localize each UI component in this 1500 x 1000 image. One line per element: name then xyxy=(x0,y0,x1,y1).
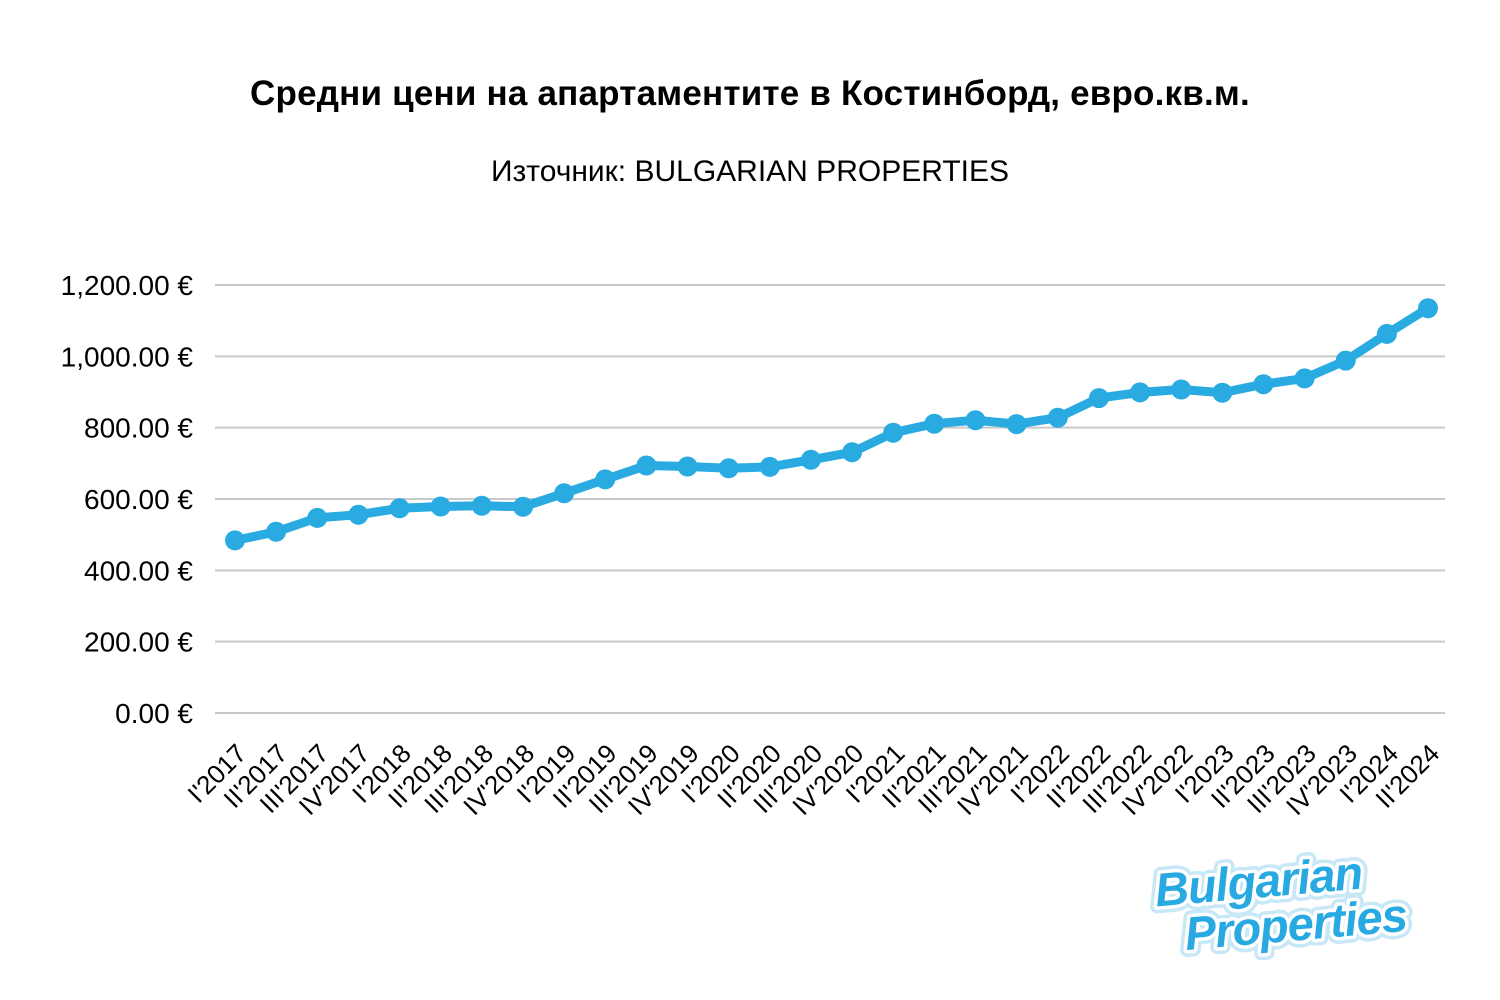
data-point-III'2019 xyxy=(636,455,657,476)
data-point-I'2020 xyxy=(718,458,739,479)
data-point-II'2024 xyxy=(1418,298,1438,319)
data-point-IV'2018 xyxy=(513,496,533,517)
data-point-III'2018 xyxy=(471,495,492,516)
data-point-IV'2017 xyxy=(348,504,369,525)
y-axis-tick-label: 0.00 € xyxy=(115,698,193,729)
data-point-III'2017 xyxy=(307,507,328,528)
data-point-I'2024 xyxy=(1376,323,1397,344)
data-point-I'2021 xyxy=(883,422,904,443)
data-point-II'2021 xyxy=(924,413,945,434)
data-point-II'2020 xyxy=(759,456,780,477)
data-point-IV'2021 xyxy=(1006,414,1027,435)
bulgarian-properties-logo: Bulgarian Properties Bulgarian Propertie… xyxy=(1146,839,1416,967)
y-axis-tick-label: 1,000.00 € xyxy=(61,341,194,372)
data-point-I'2018 xyxy=(389,498,410,519)
data-point-I'2019 xyxy=(554,483,575,504)
data-point-II'2022 xyxy=(1088,388,1109,409)
y-axis-tick-label: 600.00 € xyxy=(84,484,193,515)
chart-source-subtitle: Източник: BULGARIAN PROPERTIES xyxy=(490,155,1010,188)
data-point-IV'2022 xyxy=(1171,379,1192,400)
data-point-III'2022 xyxy=(1130,382,1150,403)
chart-title: Средни цени на апартаментите в Костинбор… xyxy=(250,74,1250,113)
data-point-IV'2023 xyxy=(1335,350,1356,371)
data-point-II'2023 xyxy=(1253,374,1274,395)
data-point-IV'2019 xyxy=(677,456,698,477)
y-axis-tick-label: 400.00 € xyxy=(84,555,193,586)
y-axis-tick-label: 800.00 € xyxy=(84,413,193,444)
y-axis-tick-label: 200.00 € xyxy=(84,627,193,658)
y-axis-tick-label: 1,200.00 € xyxy=(61,270,194,301)
data-point-III'2023 xyxy=(1294,368,1315,389)
data-point-IV'2020 xyxy=(842,442,863,463)
data-point-I'2022 xyxy=(1047,407,1068,428)
price-line xyxy=(230,303,1433,545)
data-point-I'2017 xyxy=(225,530,245,551)
data-point-II'2018 xyxy=(430,496,451,517)
data-point-III'2020 xyxy=(800,449,821,470)
data-point-II'2017 xyxy=(266,521,287,542)
data-point-II'2019 xyxy=(595,469,616,490)
data-point-I'2023 xyxy=(1212,382,1233,403)
data-point-III'2021 xyxy=(965,410,986,431)
